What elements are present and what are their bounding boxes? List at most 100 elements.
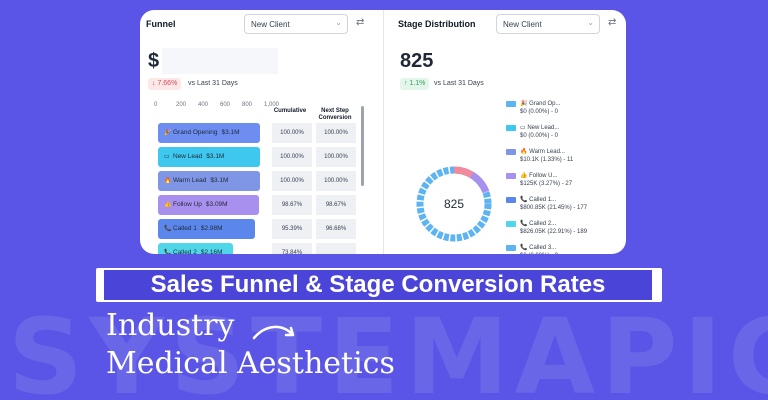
next-step-cell: 100.00%: [316, 147, 356, 167]
legend-item[interactable]: 👍 Follow U... $125K (3.27%) - 27: [506, 172, 573, 188]
axis-tick-label: 600: [220, 102, 231, 108]
funnel-bar-label: Follow Up: [173, 201, 202, 208]
legend-swatch: [506, 173, 516, 179]
stage-title: Stage Distribution: [398, 19, 476, 29]
axis-tick-label: 800: [242, 102, 253, 108]
funnel-bar-label: Warm Lead: [173, 177, 207, 184]
cumulative-cell: 95.39%: [272, 219, 312, 239]
funnel-compare-text: vs Last 31 Days: [188, 80, 238, 87]
funnel-bar-value: $2.98M: [200, 225, 223, 232]
cumulative-cell: 100.00%: [272, 123, 312, 143]
legend-name: 📞 Called 3...: [520, 245, 557, 251]
legend-swatch: [506, 125, 516, 131]
legend-name: 🎉 Grand Op...: [520, 101, 561, 107]
funnel-bar-label: Called 1: [173, 225, 197, 232]
cumulative-cell: 98.67%: [272, 195, 312, 215]
legend-name: 🔥 Warm Lead...: [520, 149, 565, 155]
next-step-cell: 100.00%: [316, 123, 356, 143]
funnel-bar-value: $3.1M: [210, 177, 229, 184]
funnel-bar[interactable]: 📞 Called 2 $2.16M: [158, 243, 233, 254]
funnel-bar-value: $3.1M: [221, 129, 240, 136]
funnel-bar-label: Grand Opening: [173, 129, 218, 136]
stage-change-badge: ↑ 1.1%: [400, 78, 430, 90]
stage-icon: 👍: [164, 202, 172, 208]
stage-icon: ▭: [164, 154, 170, 160]
stage-icon: 🎉: [164, 130, 172, 136]
legend-swatch: [506, 101, 516, 107]
next-step-cell: 96.68%: [316, 219, 356, 239]
cumulative-cell: 100.00%: [272, 147, 312, 167]
swap-icon[interactable]: ⇄: [356, 17, 365, 28]
legend-item[interactable]: 📞 Called 1... $800.85K (21.45%) - 177: [506, 196, 588, 212]
funnel-bar[interactable]: 🎉 Grand Opening $3.1M: [158, 123, 260, 143]
legend-swatch: [506, 221, 516, 227]
axis-tick-label: 400: [198, 102, 209, 108]
dashboard-card: Funnel New Client ⌄ ⇄ $ ↓ 7.66% vs Last …: [140, 10, 626, 254]
stage-compare-text: vs Last 31 Days: [434, 80, 484, 87]
panel-divider: [383, 10, 384, 254]
axis-tick-label: 200: [176, 102, 187, 108]
stage-donut-chart: 825: [416, 166, 492, 242]
funnel-title: Funnel: [146, 19, 176, 29]
stage-icon: 📞: [164, 226, 172, 232]
swap-icon[interactable]: ⇄: [608, 17, 617, 28]
legend-name: 📞 Called 2...: [520, 221, 557, 227]
legend-swatch: [506, 245, 516, 251]
legend-name: 👍 Follow U...: [520, 173, 558, 179]
legend-detail: $0 (0.00%) - 0: [520, 109, 559, 115]
brand-watermark: SYSTEMAPIC: [8, 296, 768, 400]
legend-name: 📞 Called 1...: [520, 197, 557, 203]
funnel-bar[interactable]: 📞 Called 1 $2.98M: [158, 219, 255, 239]
cumulative-header: Cumulative: [273, 108, 307, 114]
industry-value: Medical Aesthetics: [106, 346, 395, 381]
legend-item[interactable]: 🔥 Warm Lead... $10.1K (1.33%) - 11: [506, 148, 574, 164]
axis-tick-label: 1,000: [264, 102, 280, 108]
funnel-bar[interactable]: 🔥 Warm Lead $3.1M: [158, 171, 260, 191]
funnel-bar-value: $3.1M: [206, 153, 225, 160]
chevron-down-icon: ⌄: [587, 18, 594, 27]
funnel-select-value: New Client: [251, 20, 290, 29]
legend-item[interactable]: ▭ New Lead... $0 (0.00%) - 0: [506, 124, 560, 140]
legend-swatch: [506, 149, 516, 155]
legend-detail: $0 (0.00%) - 0: [520, 133, 559, 139]
legend-swatch: [506, 197, 516, 203]
donut-center-value: 825: [444, 197, 464, 211]
funnel-client-select[interactable]: New Client ⌄: [244, 14, 348, 34]
funnel-change-badge: ↓ 7.66%: [148, 78, 182, 90]
next-step-cell: 100.00%: [316, 171, 356, 191]
funnel-scrollbar[interactable]: [361, 106, 364, 186]
legend-name: ▭ New Lead...: [520, 125, 560, 131]
stage-total-value: 825: [400, 50, 434, 72]
donut-segment: [453, 166, 474, 179]
arrow-icon: [252, 325, 295, 340]
funnel-value-box: [162, 48, 278, 74]
funnel-total-value: $: [148, 50, 160, 72]
cumulative-cell: 100.00%: [272, 171, 312, 191]
legend-item[interactable]: 📞 Called 3...$0 (0.00%) - 0: [506, 244, 558, 254]
stage-icon: 🔥: [164, 178, 172, 184]
funnel-bar-value: $2.16M: [200, 249, 223, 254]
legend-detail: $10.1K (1.33%) - 11: [520, 157, 574, 163]
legend-detail: $826.05K (22.91%) - 189: [520, 229, 588, 235]
legend-detail: $0 (0.00%) - 0: [520, 252, 558, 254]
funnel-bar-value: $3.09M: [205, 201, 228, 208]
next-step-header: Next Step Conversion: [318, 108, 352, 121]
funnel-bar-label: Called 2: [173, 249, 197, 254]
legend-detail: $125K (3.27%) - 27: [520, 181, 573, 187]
next-step-cell: [316, 243, 356, 254]
funnel-bar[interactable]: ▭ New Lead $3.1M: [158, 147, 260, 167]
stage-icon: 📞: [164, 250, 172, 254]
cumulative-cell: 73.84%: [272, 243, 312, 254]
next-step-cell: 98.67%: [316, 195, 356, 215]
stage-client-select[interactable]: New Client ⌄: [496, 14, 600, 34]
legend-item[interactable]: 📞 Called 2... $826.05K (22.91%) - 189: [506, 220, 588, 236]
chevron-down-icon: ⌄: [335, 18, 342, 27]
stage-select-value: New Client: [503, 20, 542, 29]
headline: Sales Funnel & Stage Conversion Rates: [104, 270, 652, 300]
funnel-bar[interactable]: 👍 Follow Up $3.09M: [158, 195, 259, 215]
legend-detail: $800.85K (21.45%) - 177: [520, 205, 588, 211]
donut-segment: [469, 172, 490, 194]
axis-tick-label: 0: [154, 102, 158, 108]
legend-item[interactable]: 🎉 Grand Op... $0 (0.00%) - 0: [506, 100, 561, 116]
industry-label: Industry: [106, 308, 235, 343]
